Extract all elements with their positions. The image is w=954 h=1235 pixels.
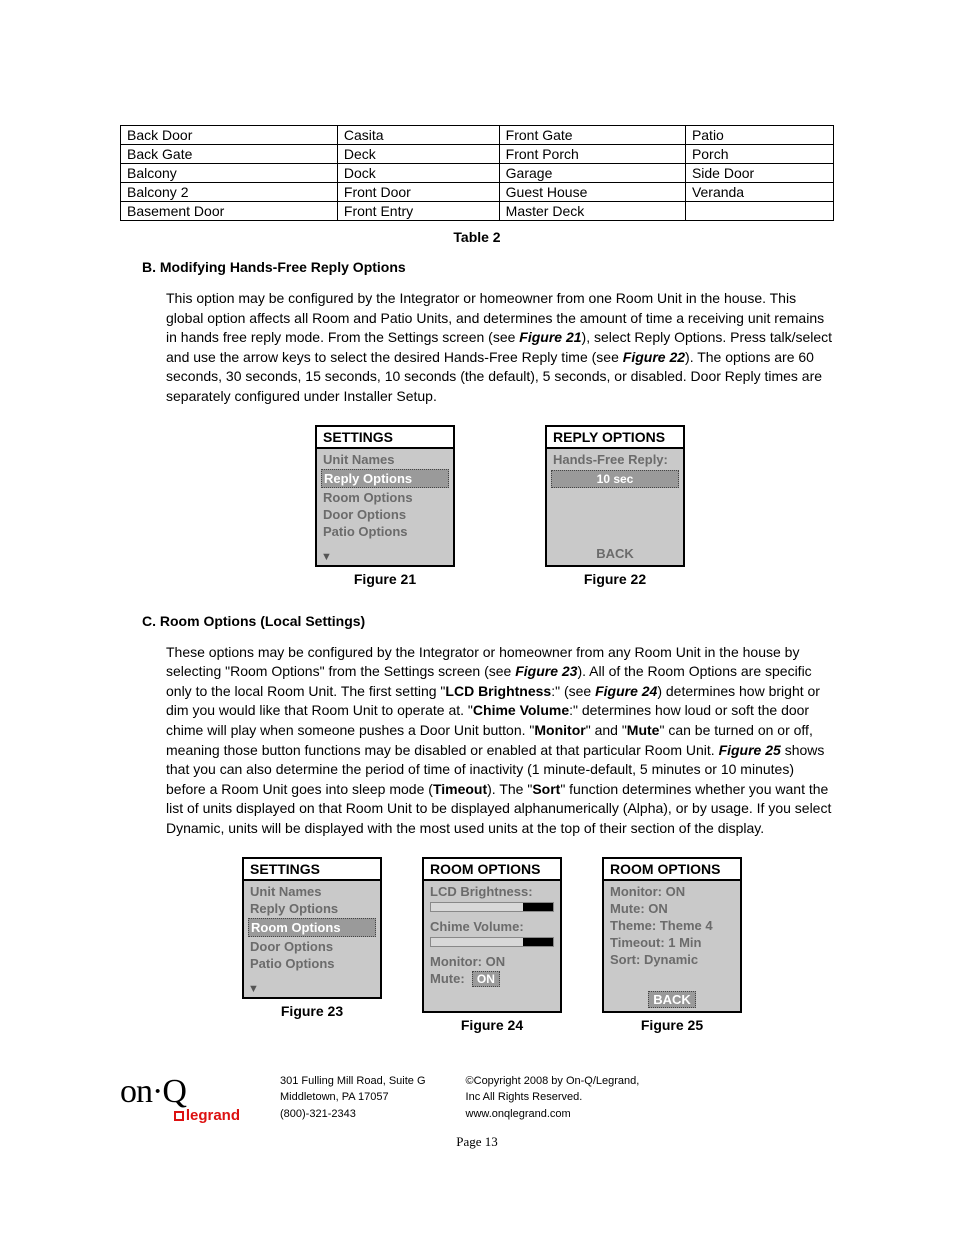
menu-item: Unit Names <box>321 451 449 468</box>
figure-23-caption: Figure 23 <box>242 1003 382 1019</box>
mute-line: Mute: ON <box>428 970 556 987</box>
table-cell: Guest House <box>499 183 685 202</box>
figure-23-screen: SETTINGS Unit NamesReply OptionsRoom Opt… <box>242 857 382 999</box>
lcd-title: ROOM OPTIONS <box>424 859 560 881</box>
monitor-line: Monitor: ON <box>428 953 556 970</box>
logo: on·Q legrand <box>120 1073 240 1124</box>
reply-label: Hands-Free Reply: <box>551 451 679 468</box>
chime-slider <box>430 937 554 947</box>
table-cell: Front Door <box>337 183 499 202</box>
table-2-caption: Table 2 <box>120 229 834 245</box>
back-label: BACK <box>604 992 740 1007</box>
table-cell: Balcony <box>121 164 338 183</box>
table-cell: Front Gate <box>499 126 685 145</box>
table-cell: Front Entry <box>337 202 499 221</box>
table-cell <box>685 202 833 221</box>
scroll-down-icon: ▼ <box>321 551 332 563</box>
table-cell: Garage <box>499 164 685 183</box>
table-cell: Side Door <box>685 164 833 183</box>
lcd-title: SETTINGS <box>244 859 380 881</box>
status-line: Theme: Theme 4 <box>608 917 736 934</box>
menu-item: Reply Options <box>321 469 449 488</box>
figure-24-caption: Figure 24 <box>422 1017 562 1033</box>
table-cell: Back Door <box>121 126 338 145</box>
table-cell: Basement Door <box>121 202 338 221</box>
table-cell: Porch <box>685 145 833 164</box>
table-cell: Veranda <box>685 183 833 202</box>
table-cell: Master Deck <box>499 202 685 221</box>
brightness-label: LCD Brightness: <box>428 883 556 900</box>
figure-21-screen: SETTINGS Unit NamesReply OptionsRoom Opt… <box>315 425 455 567</box>
scroll-down-icon: ▼ <box>248 983 259 995</box>
mute-value: ON <box>472 971 500 987</box>
section-c-paragraph: These options may be configured by the I… <box>166 643 834 839</box>
section-b-paragraph: This option may be configured by the Int… <box>166 289 834 407</box>
table-cell: Back Gate <box>121 145 338 164</box>
menu-item: Room Options <box>248 918 376 937</box>
logo-top: on·Q <box>120 1073 240 1111</box>
figure-22-caption: Figure 22 <box>545 571 685 587</box>
lcd-title: SETTINGS <box>317 427 453 449</box>
menu-item: Unit Names <box>248 883 376 900</box>
figure-25-screen: ROOM OPTIONS Monitor: ONMute: ONTheme: T… <box>602 857 742 1013</box>
status-line: Monitor: ON <box>608 883 736 900</box>
section-b-heading: B. Modifying Hands-Free Reply Options <box>120 259 834 275</box>
figure-22-screen: REPLY OPTIONS Hands-Free Reply: 10 sec B… <box>545 425 685 567</box>
lcd-title: ROOM OPTIONS <box>604 859 740 881</box>
figure-24-screen: ROOM OPTIONS LCD Brightness: Chime Volum… <box>422 857 562 1013</box>
menu-item: Door Options <box>248 938 376 955</box>
table-cell: Dock <box>337 164 499 183</box>
status-line: Mute: ON <box>608 900 736 917</box>
menu-item: Room Options <box>321 489 449 506</box>
section-c-heading: C. Room Options (Local Settings) <box>120 613 834 629</box>
table-cell: Casita <box>337 126 499 145</box>
footer-address: 301 Fulling Mill Road, Suite GMiddletown… <box>280 1073 426 1123</box>
status-line: Sort: Dynamic <box>608 951 736 968</box>
menu-item: Door Options <box>321 506 449 523</box>
table-cell: Front Porch <box>499 145 685 164</box>
back-label: BACK <box>547 546 683 561</box>
page-footer: on·Q legrand 301 Fulling Mill Road, Suit… <box>120 1073 834 1124</box>
menu-item: Reply Options <box>248 900 376 917</box>
status-line: Timeout: 1 Min <box>608 934 736 951</box>
table-2: Back DoorCasitaFront GatePatio Back GateD… <box>120 125 834 221</box>
footer-legal: ©Copyright 2008 by On-Q/Legrand,Inc All … <box>466 1073 640 1123</box>
chime-label: Chime Volume: <box>428 918 556 935</box>
reply-value: 10 sec <box>597 472 634 486</box>
brightness-slider <box>430 902 554 912</box>
figure-25-caption: Figure 25 <box>602 1017 742 1033</box>
table-cell: Patio <box>685 126 833 145</box>
menu-item: Patio Options <box>321 523 449 540</box>
lcd-title: REPLY OPTIONS <box>547 427 683 449</box>
table-cell: Balcony 2 <box>121 183 338 202</box>
table-cell: Deck <box>337 145 499 164</box>
page-number: Page 13 <box>120 1134 834 1150</box>
figure-21-caption: Figure 21 <box>315 571 455 587</box>
menu-item: Patio Options <box>248 955 376 972</box>
